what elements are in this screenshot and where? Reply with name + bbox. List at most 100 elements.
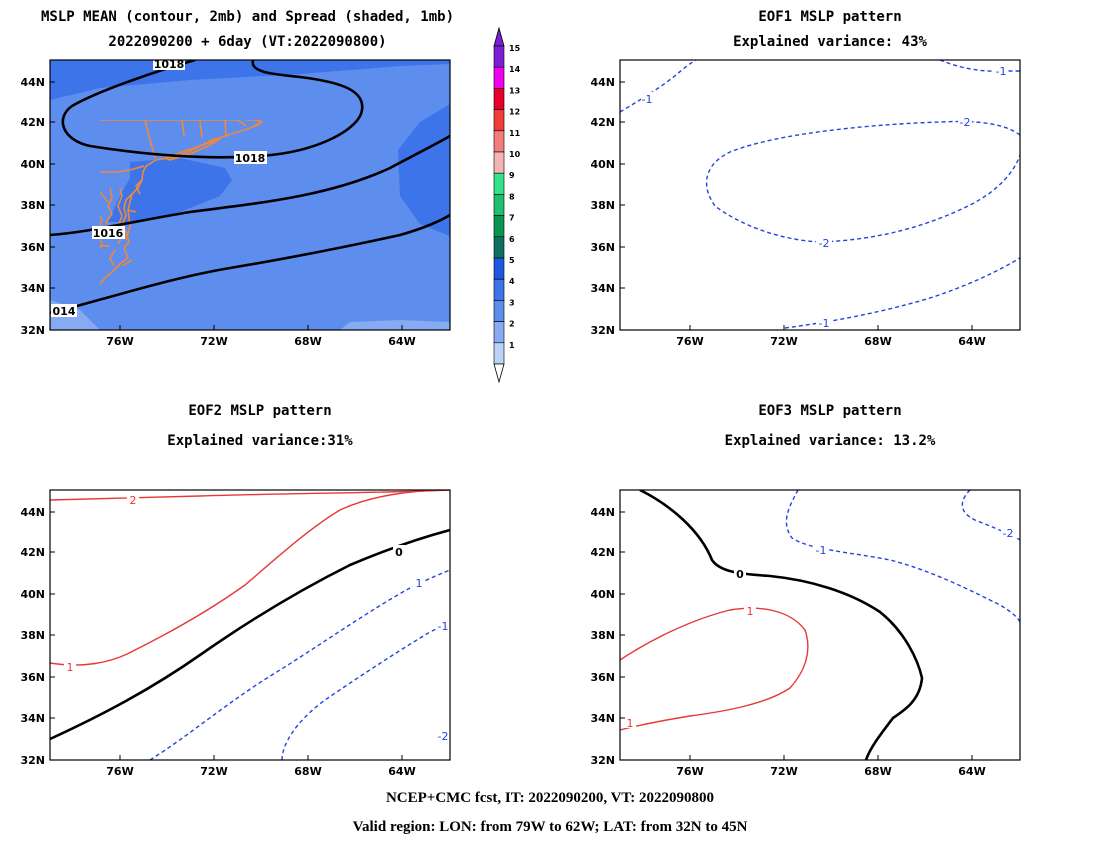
- lat-tick-label: 38N: [20, 199, 45, 212]
- lat-tick-label: 40N: [590, 158, 615, 171]
- lon-tick-label: 68W: [864, 335, 891, 348]
- contour-label: -2: [960, 116, 971, 129]
- lat-tick-label: 32N: [20, 754, 45, 767]
- lon-tick-label: 68W: [294, 765, 321, 778]
- colorbar-swatch: [493, 321, 505, 344]
- eof2-contour-neg1: [149, 569, 450, 760]
- lat-tick-label: 34N: [20, 282, 45, 295]
- colorbar-swatch: [493, 257, 505, 280]
- eof3-panel-title: EOF3 MSLP pattern: [758, 403, 902, 419]
- lat-tick-label: 36N: [590, 241, 615, 254]
- colorbar-label: 6: [509, 235, 515, 244]
- lat-tick-label: 42N: [20, 546, 45, 559]
- lon-tick-label: 72W: [200, 335, 227, 348]
- lat-tick-label: 40N: [590, 588, 615, 601]
- lat-tick-label: 34N: [590, 712, 615, 725]
- eof2-contour-pos1: [50, 490, 450, 666]
- lat-tick-label: 36N: [20, 241, 45, 254]
- eof2-variance-label: Explained variance:31%: [167, 433, 353, 449]
- contour-label: 0: [395, 546, 403, 559]
- lat-tick-label: 38N: [590, 629, 615, 642]
- colorbar-label: 3: [509, 298, 515, 307]
- colorbar-swatch: [493, 236, 505, 259]
- eof2-map: 2 0 1 -1 -2 1: [49, 489, 451, 761]
- lat-tick-label: 38N: [20, 629, 45, 642]
- contour-label-1018: 1018: [154, 58, 185, 71]
- lon-tick-label: 64W: [958, 765, 985, 778]
- spread-shading-light: [340, 320, 450, 330]
- mean-contour-labels: 1018 1018 1016 014: [51, 57, 267, 318]
- lat-tick-label: 34N: [20, 712, 45, 725]
- colorbar-label: 11: [509, 129, 521, 138]
- lat-tick-label: 32N: [20, 324, 45, 337]
- spread-shading-dark: [108, 158, 232, 222]
- eof1-contour-labels: -1 -1 -2 -2 -1: [641, 64, 1008, 330]
- eof2-contour-zero: [50, 528, 450, 741]
- colorbar-label: 14: [509, 65, 521, 74]
- colorbar-label: 2: [509, 320, 515, 329]
- contour-label: 0: [736, 568, 744, 581]
- lon-tick-label: 72W: [770, 765, 797, 778]
- lat-tick-label: 44N: [20, 76, 45, 89]
- mean-spread-map: 1018 1018 1016 014: [49, 57, 451, 331]
- contour-label: -1: [438, 620, 449, 633]
- eof2-panel-title: EOF2 MSLP pattern: [188, 403, 332, 419]
- eof3-map: 0 -1 -2 1 1: [619, 489, 1021, 761]
- colorbar-label: 8: [509, 192, 515, 201]
- lat-tick-label: 42N: [590, 546, 615, 559]
- colorbar-label: 9: [509, 171, 515, 180]
- eof2-contour-pos2: [50, 490, 450, 501]
- colorbar-label: 1: [509, 341, 515, 350]
- contour-label-1018: 1018: [235, 152, 266, 165]
- lat-tick-label: 38N: [590, 199, 615, 212]
- lon-tick-label: 64W: [388, 765, 415, 778]
- contour-label: -1: [819, 317, 830, 330]
- contour-label: -1: [996, 65, 1007, 78]
- lon-tick-label: 68W: [864, 765, 891, 778]
- contour-label: -2: [819, 237, 830, 250]
- eof1-contour-neg1-ne: [939, 60, 1020, 72]
- spread-shading-dark: [398, 104, 450, 236]
- lon-tick-label: 64W: [958, 335, 985, 348]
- colorbar-swatch: [493, 66, 505, 89]
- colorbar-swatch: [493, 342, 505, 365]
- lon-tick-label: 72W: [200, 765, 227, 778]
- colorbar-label: 10: [509, 150, 521, 159]
- lon-tick-label: 64W: [388, 335, 415, 348]
- lat-tick-label: 40N: [20, 158, 45, 171]
- eof2-contour-labels: 2 0 1 -1 -2 1: [64, 493, 450, 743]
- eof1-map: -1 -1 -2 -2 -1: [619, 59, 1021, 331]
- colorbar-swatch: [493, 278, 505, 301]
- contour-label: -2: [1003, 527, 1014, 540]
- lon-tick-label: 72W: [770, 335, 797, 348]
- contour-label: -1: [816, 544, 827, 557]
- eof1-contour-neg1-nw: [620, 60, 697, 113]
- footer-valid-region: Valid region: LON: from 79W to 62W; LAT:…: [352, 819, 748, 835]
- colorbar-bottom-arrow: [493, 363, 505, 384]
- colorbar-swatch: [493, 300, 505, 322]
- spread-colorbar: 15 14 13 12 11 10 9 8 7 6 5 4 3 2 1: [493, 26, 521, 384]
- colorbar-label: 13: [509, 86, 520, 95]
- lat-tick-label: 32N: [590, 324, 615, 337]
- lat-tick-label: 42N: [20, 116, 45, 129]
- colorbar-label: 4: [509, 277, 515, 286]
- eof3-contour-neg1: [785, 490, 1020, 623]
- lat-tick-label: 44N: [590, 76, 615, 89]
- colorbar-swatch: [493, 45, 505, 68]
- eof3-contour-neg2: [961, 490, 1020, 541]
- lat-tick-label: 36N: [20, 671, 45, 684]
- eof2-contour-neg2: [281, 623, 450, 760]
- colorbar-label: 12: [509, 108, 520, 117]
- contour-label: -1: [642, 93, 653, 106]
- colorbar-label: 5: [509, 256, 515, 265]
- eof1-variance-label: Explained variance: 43%: [733, 34, 927, 50]
- lat-tick-label: 44N: [20, 506, 45, 519]
- footer-forecast-info: NCEP+CMC fcst, IT: 2022090200, VT: 20220…: [385, 790, 715, 806]
- lon-tick-label: 76W: [676, 765, 703, 778]
- colorbar-label: 7: [509, 214, 515, 223]
- colorbar-swatch: [493, 130, 505, 153]
- lat-tick-label: 36N: [590, 671, 615, 684]
- lon-tick-label: 76W: [106, 765, 133, 778]
- lon-tick-label: 76W: [676, 335, 703, 348]
